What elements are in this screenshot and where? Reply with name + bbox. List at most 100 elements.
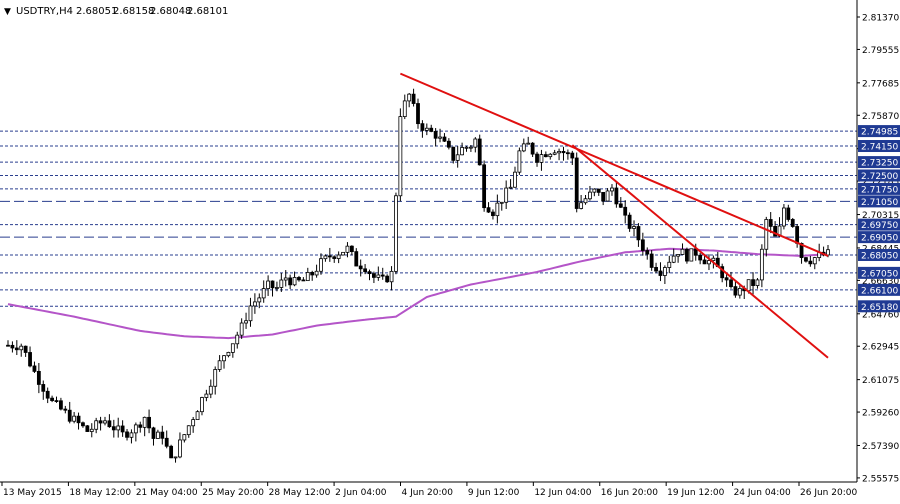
candle-body (733, 286, 738, 296)
level-label: 2.69050 (861, 234, 898, 244)
candle-body (142, 416, 147, 428)
time-tick-label: 26 Jun 20:00 (800, 488, 857, 498)
price-tick-label: 2.79555 (862, 46, 899, 56)
candle-body (195, 411, 200, 421)
candle-body (773, 226, 777, 237)
candle-body (473, 138, 478, 148)
candle-body (759, 248, 764, 281)
candle-body (799, 242, 804, 259)
candle-body (627, 214, 632, 229)
candle-body (257, 297, 262, 303)
level-label: 2.74985 (861, 128, 898, 138)
trendline (399, 72, 829, 257)
candle-body (539, 154, 544, 163)
candle-body (508, 186, 513, 189)
candle-body (605, 190, 610, 202)
level-label-box (858, 231, 900, 244)
time-tick-label: 13 May 2015 (3, 488, 62, 498)
candle-body (319, 258, 323, 272)
candle-body (208, 385, 213, 395)
candle-body (14, 347, 19, 351)
candle-body (429, 127, 434, 132)
candle-body (521, 143, 526, 152)
candle-body (548, 153, 553, 158)
candle-body (182, 434, 187, 441)
ohlc-open: 2.68051 (76, 6, 117, 17)
level-lines (0, 130, 857, 307)
candle-body (504, 187, 509, 203)
level-label: 2.73250 (861, 159, 898, 169)
candle-body (89, 428, 94, 432)
candle-body (477, 138, 482, 166)
price-tick-label: 2.70315 (862, 211, 899, 221)
candle-body (367, 271, 372, 275)
candle-body (557, 151, 561, 154)
candle-body (116, 425, 121, 431)
candle-body (297, 277, 301, 281)
candle-body (45, 390, 50, 399)
candle-body (248, 305, 253, 322)
level-label-box (858, 140, 900, 153)
candle-body (67, 409, 72, 422)
price-tick-label: 2.66630 (862, 277, 899, 287)
candle-body (385, 275, 390, 283)
time-tick-label: 16 Jun 20:00 (601, 488, 658, 498)
candle-body (755, 279, 760, 286)
candle-body (103, 420, 107, 424)
candle-body (239, 322, 244, 336)
candle-body (54, 400, 59, 402)
candle-body (111, 426, 116, 431)
candle-body (610, 187, 614, 192)
level-label: 2.69750 (861, 221, 898, 231)
candle-body (645, 250, 650, 255)
candle-body (729, 279, 733, 288)
candle-body (336, 254, 341, 259)
candle-body (230, 343, 235, 353)
candle-body (618, 203, 623, 208)
candle-body (363, 268, 367, 273)
candle-body (235, 334, 240, 345)
candle-body (138, 424, 143, 428)
candle-body (63, 408, 68, 411)
candle-body (178, 439, 182, 458)
candle-body (469, 146, 473, 149)
candle-body (173, 456, 178, 459)
time-tick-label: 4 Jun 20:00 (402, 488, 454, 498)
candle-body (636, 226, 641, 241)
chart-menu-arrow[interactable]: ▼ (4, 7, 11, 17)
candle-body (416, 103, 420, 125)
candle-body (782, 207, 786, 227)
level-label-box (858, 169, 900, 182)
level-label-box (858, 300, 900, 313)
candle-body (698, 254, 703, 261)
candle-body (155, 431, 160, 439)
level-label: 2.66100 (861, 286, 898, 296)
candle-body (433, 131, 438, 139)
candle-body (764, 219, 769, 250)
candle-body (737, 288, 742, 296)
level-label: 2.65180 (861, 303, 898, 313)
candle-body (305, 272, 310, 282)
time-tick-label: 28 May 12:00 (269, 488, 331, 498)
level-label: 2.74150 (861, 143, 898, 153)
level-label: 2.68050 (861, 252, 898, 262)
candle-body (402, 100, 407, 118)
price-tick-label: 2.72185 (862, 178, 899, 188)
candle-body (323, 255, 328, 260)
candle-body (94, 420, 99, 430)
price-tick-label: 2.59260 (862, 409, 899, 419)
candles (6, 88, 830, 463)
candle-body (588, 191, 592, 200)
symbol-label: USDTRY,H4 (16, 6, 73, 17)
candle-body (667, 261, 672, 268)
candle-body (275, 287, 279, 289)
candle-body (345, 245, 350, 253)
candle-body (72, 415, 77, 422)
candle-body (561, 151, 566, 154)
candle-body (266, 280, 271, 289)
candle-body (614, 187, 619, 205)
candle-body (786, 207, 791, 220)
